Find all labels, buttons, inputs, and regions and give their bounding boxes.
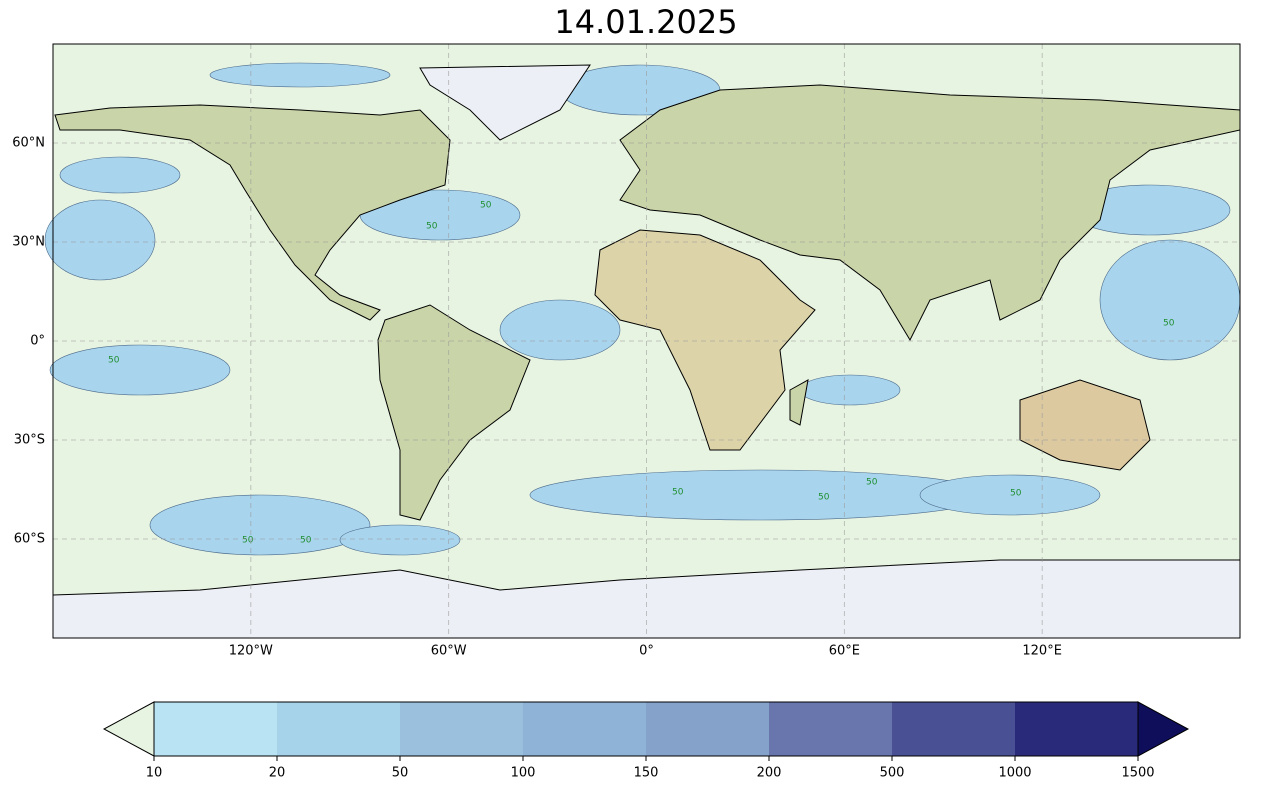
colorbar-bin: [646, 702, 769, 756]
colorbar-tick-label: 50: [392, 766, 409, 781]
x-tick-label: 60°E: [829, 644, 860, 659]
colorbar: 10 20 50 100 150 200 500 1000 1500: [102, 701, 1190, 781]
map: 50 50 50 50 50 50 50 50 50 50: [44, 43, 1241, 639]
colorbar-bin: [154, 702, 277, 756]
contour-label: 50: [108, 356, 120, 366]
x-tick-label: 0°: [639, 644, 654, 659]
x-tick-label: 120°E: [1022, 644, 1062, 659]
ice: [52, 64, 1241, 639]
colorbar-over: [1137, 701, 1190, 757]
colorbar-tick-label: 500: [880, 766, 905, 781]
colorbar-bin: [769, 702, 892, 756]
colorbar-bin: [892, 702, 1015, 756]
y-tick-label: 30°N: [12, 235, 45, 250]
contour-label: 50: [1163, 319, 1175, 329]
colorbar-bin: [400, 702, 523, 756]
colorbar-tick-label: 150: [634, 766, 659, 781]
precip-areas: [44, 62, 1241, 556]
colorbar-tick-label: 20: [269, 766, 286, 781]
y-tick-label: 60°S: [14, 532, 45, 547]
y-tick-label: 60°N: [12, 136, 45, 151]
x-tick-label: 120°W: [229, 644, 273, 659]
colorbar-bin: [1015, 702, 1138, 756]
colorbar-tick-label: 200: [757, 766, 782, 781]
colorbar-tick-label: 10: [146, 766, 163, 781]
contour-label: 50: [818, 493, 830, 503]
map-frame: [52, 43, 1241, 639]
y-tick-label: 30°S: [14, 433, 45, 448]
graticule: [53, 44, 1240, 638]
title: 14.01.2025: [554, 3, 737, 41]
contour-labels: 50 50 50 50 50 50 50 50 50 50: [108, 201, 1175, 546]
contour-label: 50: [242, 536, 254, 546]
contour-label: 50: [672, 488, 684, 498]
colorbar-bin: [523, 702, 646, 756]
y-tick-label: 0°: [30, 334, 45, 349]
contour-label: 50: [426, 222, 438, 232]
contour-label: 50: [1010, 489, 1022, 499]
land: [54, 84, 1241, 521]
contour-label: 50: [866, 478, 878, 488]
contour-label: 50: [300, 536, 312, 546]
colorbar-under: [102, 701, 155, 757]
colorbar-tick-label: 100: [511, 766, 536, 781]
x-tick-label: 60°W: [431, 644, 467, 659]
colorbar-bin: [277, 702, 400, 756]
contour-label: 50: [480, 201, 492, 211]
colorbar-tick-label: 1000: [998, 766, 1031, 781]
colorbar-tick-label: 1500: [1121, 766, 1154, 781]
